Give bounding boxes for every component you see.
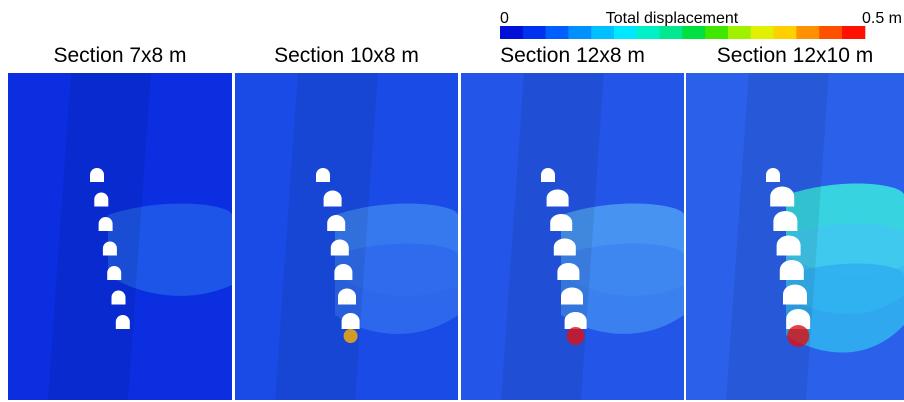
colorbar-step <box>819 26 843 39</box>
colorbar-step <box>728 26 752 39</box>
colorbar-max: 0.5 m <box>862 10 902 27</box>
tunnel <box>90 168 104 182</box>
panel: Section 12x8 m <box>461 44 684 400</box>
colorbar-min: 0 <box>500 10 509 27</box>
tunnel <box>327 215 346 231</box>
tunnel <box>779 260 804 280</box>
tunnel <box>550 214 573 231</box>
tunnel <box>98 217 113 231</box>
panels: Section 7x8 m Section 10x8 m Section 12x8 … <box>8 44 904 400</box>
colorbar-step <box>796 26 820 39</box>
tunnel <box>341 313 360 329</box>
displacement-band <box>561 243 684 334</box>
colorbar-step <box>591 26 615 39</box>
panel-title: Section 12x8 m <box>500 44 645 67</box>
panel-title: Section 10x8 m <box>274 44 419 67</box>
tunnel <box>94 192 109 207</box>
tunnel <box>561 287 583 305</box>
stress-spot <box>787 325 810 347</box>
displacement-band <box>108 203 232 296</box>
colorbar-step <box>842 26 866 39</box>
colorbar-step <box>636 26 661 39</box>
tunnel <box>783 284 807 305</box>
colorbar-step <box>773 26 797 39</box>
tunnel <box>564 312 587 329</box>
tunnel <box>111 290 126 305</box>
colorbar-step <box>568 26 592 39</box>
panel: Section 10x8 m <box>235 44 458 400</box>
tunnel <box>330 239 349 256</box>
panel: Section 7x8 m <box>8 44 232 400</box>
tunnel <box>338 288 356 305</box>
tunnel <box>107 266 122 280</box>
tunnel <box>770 186 795 207</box>
colorbar <box>500 26 866 39</box>
colorbar-step <box>545 26 569 39</box>
colorbar-step <box>682 26 706 39</box>
panel: Section 12x10 m <box>686 44 904 400</box>
colorbar-step <box>522 26 547 39</box>
tunnel <box>102 241 117 256</box>
tunnel <box>776 235 801 256</box>
colorbar-step <box>614 26 638 39</box>
tunnel <box>316 168 330 182</box>
panel-title: Section 7x8 m <box>53 44 186 67</box>
tunnel <box>323 190 342 207</box>
tunnel <box>557 263 580 280</box>
stress-spot <box>343 329 358 343</box>
colorbar-step <box>750 26 775 39</box>
tunnel <box>773 211 798 231</box>
tunnel <box>541 168 555 182</box>
colorbar-title: Total displacement <box>606 10 739 27</box>
tunnel <box>766 168 780 182</box>
displacement-band <box>786 263 904 353</box>
tunnel <box>115 315 130 329</box>
colorbar-step <box>659 26 683 39</box>
stress-spot <box>566 327 585 345</box>
displacement-band <box>335 243 458 334</box>
colorbar-step <box>500 26 524 39</box>
tunnel <box>334 264 353 280</box>
colorbar-step <box>705 26 729 39</box>
tunnel <box>786 309 811 329</box>
panel-title: Section 12x10 m <box>717 44 873 67</box>
tunnel <box>546 189 569 207</box>
tunnel <box>553 238 576 256</box>
